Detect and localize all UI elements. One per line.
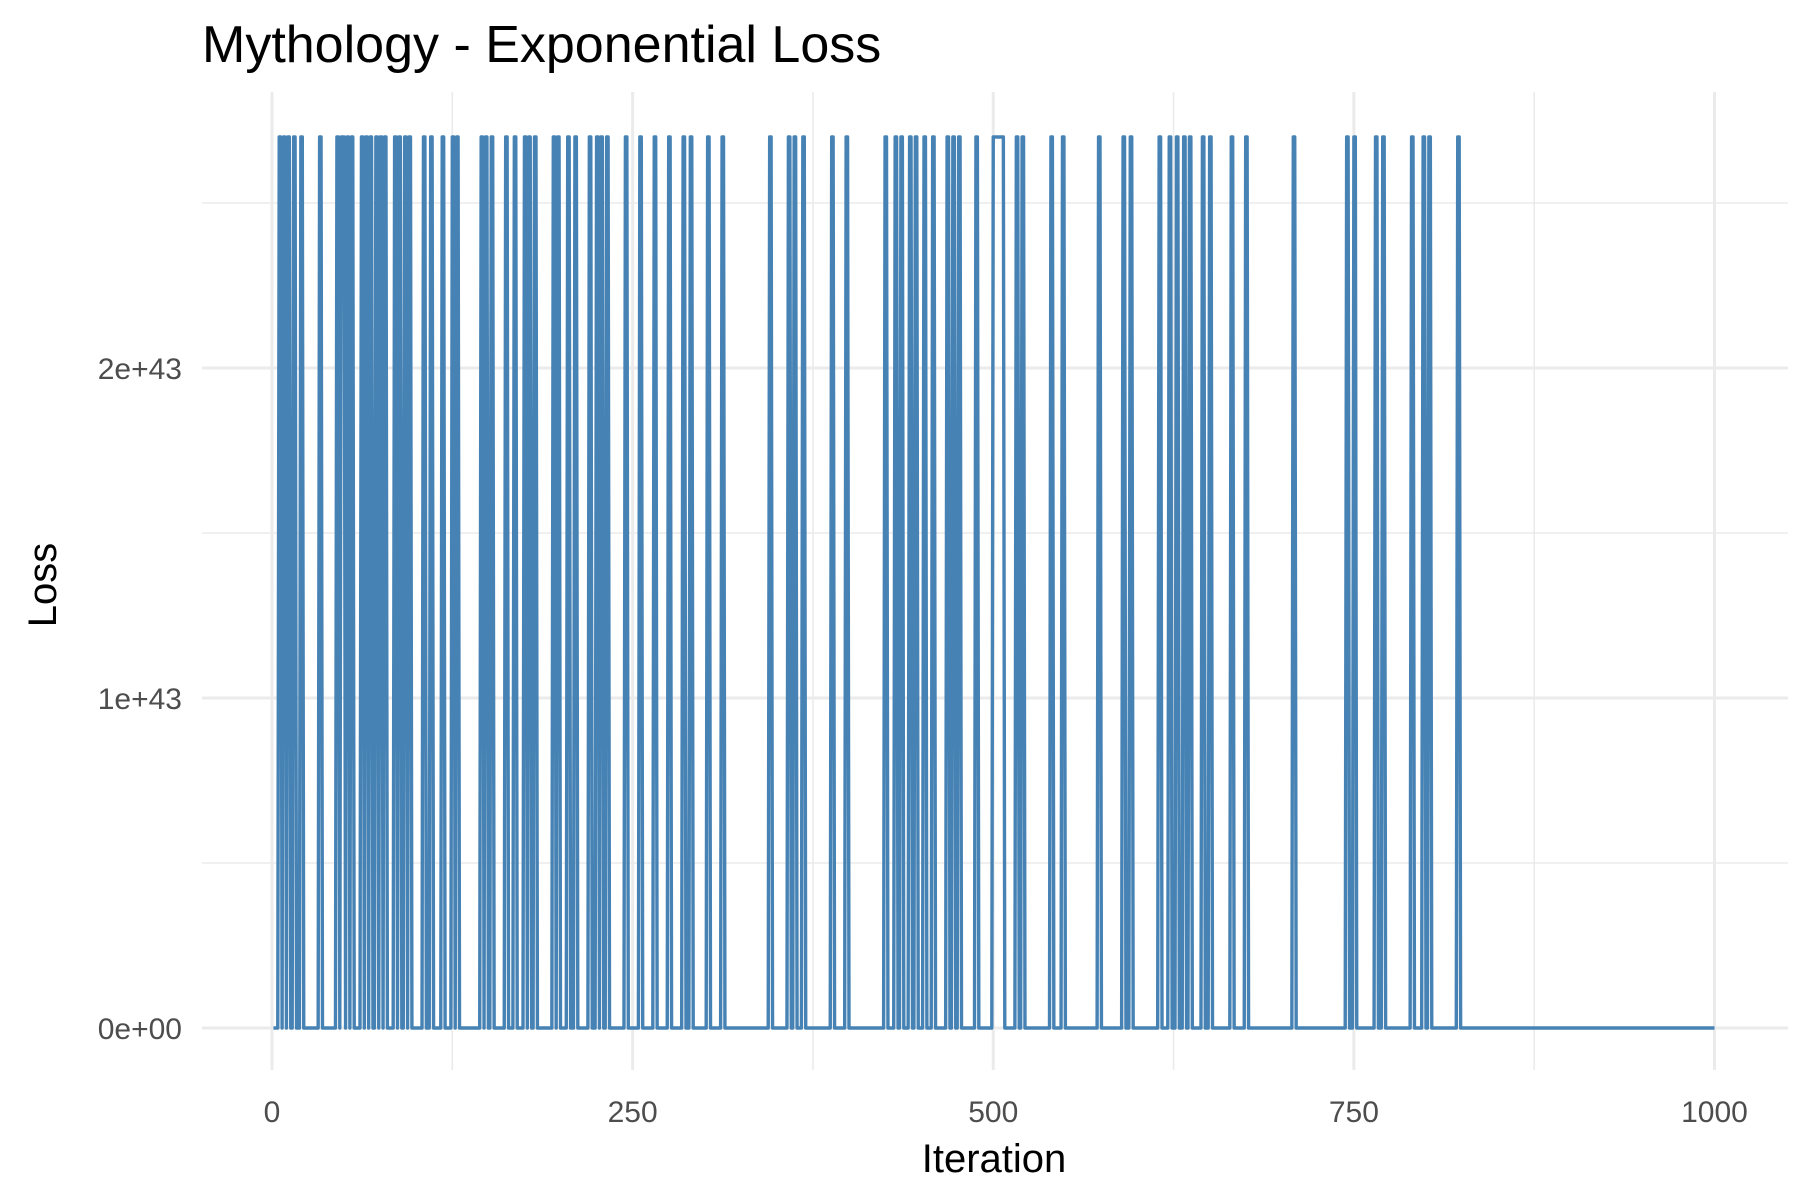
chart-title: Mythology - Exponential Loss: [202, 16, 881, 74]
loss-series-line: [273, 135, 1715, 1030]
x-tick-label: 0: [264, 1096, 281, 1129]
x-tick-label: 250: [608, 1096, 658, 1129]
y-axis-ticks: 0e+00 1e+43 2e+43: [98, 353, 182, 1046]
series-layer: [273, 135, 1715, 1030]
y-tick-label: 0e+00: [98, 1013, 182, 1046]
x-axis-title: Iteration: [922, 1137, 1067, 1181]
y-tick-label: 2e+43: [98, 353, 182, 386]
y-tick-label: 1e+43: [98, 683, 182, 716]
x-tick-label: 1000: [1681, 1096, 1748, 1129]
x-tick-label: 500: [968, 1096, 1018, 1129]
x-axis-ticks: 0 250 500 750 1000: [264, 1096, 1748, 1129]
x-tick-label: 750: [1329, 1096, 1379, 1129]
y-axis-title: Loss: [21, 543, 65, 628]
